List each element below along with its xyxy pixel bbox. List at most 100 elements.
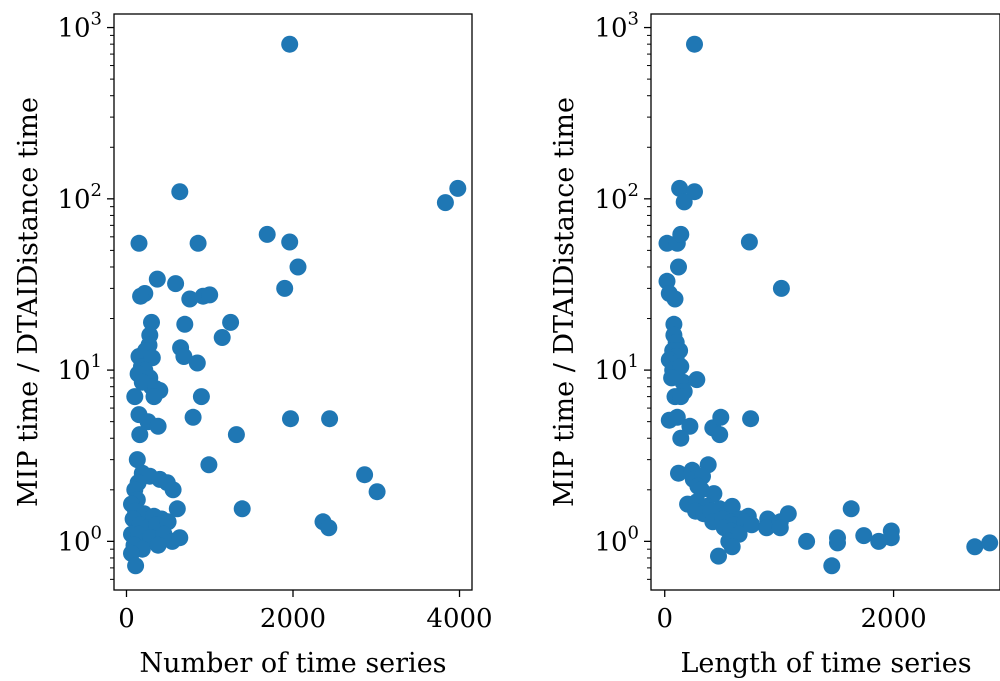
left-scatter-point (133, 373, 151, 391)
right-scatter-point (672, 225, 690, 243)
right-scatter-point (981, 534, 999, 552)
right-scatter-point (772, 279, 790, 297)
left-scatter-point (143, 313, 160, 331)
right-scatter-point (671, 179, 689, 197)
left-scatter-panel: 0 2000 4000 100 101 102 103 Number of time se… (13, 9, 493, 679)
right-y-ticks: 100 101 102 103 (594, 9, 651, 580)
left-scatter-point (149, 417, 167, 435)
left-scatter-point (289, 258, 307, 276)
left-scatter-point (164, 481, 182, 499)
left-scatter-point (130, 234, 148, 252)
right-scatter-point (681, 417, 699, 435)
left-y-axis-label: MIP time / DTAIDistance time (13, 97, 44, 507)
right-y-tick-label: 100 (594, 522, 639, 557)
right-scatter-point (712, 408, 730, 426)
right-scatter-point (870, 532, 888, 550)
right-y-axis-label: MIP time / DTAIDistance time (549, 97, 580, 507)
left-scatter-point (132, 287, 150, 305)
left-scatter-point (200, 456, 218, 474)
left-scatter-point (320, 519, 338, 537)
left-scatter-point (149, 536, 167, 554)
right-y-tick-label: 102 (594, 180, 639, 215)
left-x-ticks: 0 2000 4000 (118, 590, 493, 634)
left-scatter-point (276, 279, 294, 297)
left-plot-frame (113, 13, 473, 591)
right-scatter-panel: 0 2000 100 101 102 103 Length of time series… (549, 9, 1000, 679)
left-scatter-point (181, 290, 199, 308)
right-scatter-point (710, 547, 727, 565)
right-scatter-point (668, 408, 686, 426)
left-scatter-point (258, 225, 276, 243)
left-scatter-point (449, 179, 467, 197)
left-scatter-point (201, 286, 219, 304)
left-scatter-point (168, 500, 186, 518)
left-y-ticks: 100 101 102 103 (57, 9, 114, 580)
left-scatter-point (233, 500, 251, 518)
left-scatter-point (126, 388, 144, 406)
right-scatter-point (966, 538, 984, 556)
right-scatter-point (670, 258, 687, 276)
right-scatter-point (842, 500, 860, 518)
right-scatter-point (771, 519, 789, 537)
right-x-axis-label: Length of time series (680, 648, 971, 679)
left-scatter-point (368, 483, 386, 501)
right-scatter-point (742, 410, 760, 428)
left-scatter-point (188, 354, 206, 372)
right-scatter-point (740, 233, 758, 251)
right-scatter-point (675, 193, 693, 211)
right-x-tick-label: 0 (656, 604, 673, 634)
left-y-tick-label: 101 (57, 351, 102, 386)
right-scatter-point (743, 516, 761, 534)
left-scatter-point (131, 426, 149, 444)
left-x-axis-label: Number of time series (139, 648, 446, 679)
right-scatter-point (672, 388, 690, 406)
right-scatter-point (686, 35, 703, 53)
right-x-ticks: 0 2000 (656, 590, 927, 634)
right-scatter-point (688, 371, 706, 389)
left-scatter-point (148, 270, 166, 288)
left-scatter-point (171, 183, 189, 201)
left-scatter-point (167, 275, 185, 293)
left-scatter-point (175, 348, 193, 365)
left-points-layer (123, 35, 467, 575)
right-scatter-point (798, 532, 816, 550)
left-scatter-point (222, 313, 240, 331)
right-scatter-point (758, 519, 776, 537)
left-scatter-point (213, 329, 231, 346)
right-y-tick-label: 103 (594, 9, 639, 44)
left-scatter-point (145, 388, 163, 406)
left-scatter-point (127, 557, 145, 575)
right-scatter-point (670, 464, 687, 482)
left-scatter-point (171, 529, 189, 547)
left-scatter-point (281, 35, 299, 53)
left-scatter-point (176, 315, 194, 333)
right-scatter-point (723, 538, 741, 556)
right-scatter-point (855, 527, 873, 545)
right-x-tick-label: 2000 (860, 604, 926, 634)
left-scatter-point (128, 451, 146, 469)
right-scatter-point (823, 557, 841, 575)
right-scatter-point (672, 429, 690, 447)
left-scatter-point (227, 426, 245, 444)
left-y-tick-label: 103 (57, 9, 102, 44)
right-scatter-point (705, 485, 723, 503)
left-y-tick-label: 102 (57, 180, 102, 215)
left-x-tick-label: 2000 (260, 604, 326, 634)
left-scatter-point (321, 410, 339, 428)
right-scatter-point (672, 358, 690, 375)
left-scatter-point (189, 234, 207, 252)
right-plot-frame (650, 13, 1000, 591)
right-y-tick-label: 101 (594, 351, 639, 386)
left-x-tick-label: 0 (118, 604, 135, 634)
left-scatter-point (184, 408, 202, 426)
left-scatter-point (282, 410, 299, 428)
right-scatter-point (711, 426, 729, 444)
left-y-tick-label: 100 (57, 522, 102, 557)
left-x-tick-label: 4000 (426, 604, 492, 634)
right-scatter-point (829, 534, 846, 552)
right-scatter-point (666, 290, 684, 308)
left-scatter-point (356, 466, 374, 484)
left-scatter-point (281, 233, 299, 251)
right-points-layer (658, 35, 999, 575)
